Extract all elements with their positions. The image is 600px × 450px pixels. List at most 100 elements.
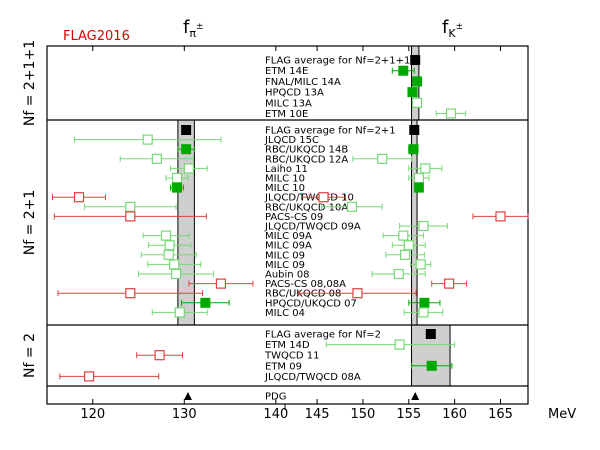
- entry-label: ETM 09: [265, 361, 302, 372]
- frame-outline: [46, 45, 529, 405]
- entry-label: ETM 10E: [265, 109, 308, 120]
- entry-label: RBC/UKQCD 10A: [265, 202, 348, 213]
- entry-label: Aubin 08: [265, 270, 310, 281]
- marker-K: [409, 125, 420, 135]
- marker-pi: [164, 240, 175, 251]
- entry-label: PACS-CS 08,08A: [265, 279, 346, 290]
- marker-K: [346, 201, 358, 212]
- marker-K: [418, 307, 429, 318]
- pdg-label: PDG: [265, 392, 286, 403]
- x-tick-label: 150: [351, 407, 376, 422]
- x-axis-unit: MeV: [548, 407, 576, 422]
- marker-K: [426, 360, 437, 371]
- marker-pi: [125, 211, 136, 222]
- marker-K: [377, 153, 388, 164]
- entry-label: ETM 14E: [265, 66, 308, 77]
- marker-pi: [125, 201, 136, 212]
- marker-pi: [215, 278, 227, 289]
- entry-label: HPQCD/UKQCD 07: [265, 298, 357, 309]
- marker-pi: [171, 172, 183, 184]
- x-tick-label: 140: [263, 407, 288, 422]
- marker-K: [394, 339, 405, 350]
- entry-label: MILC 09: [265, 250, 305, 261]
- marker-K: [407, 87, 418, 98]
- marker-K: [410, 55, 421, 65]
- marker-pi: [142, 134, 153, 145]
- entry-label: JLQCD/TWQCD 10: [264, 193, 354, 204]
- x-tick-label: 165: [488, 407, 513, 422]
- header-fK: fK±: [442, 17, 463, 40]
- entry-label: JLQCD 15C: [264, 135, 319, 146]
- marker-K: [398, 230, 409, 241]
- marker-K: [418, 220, 429, 232]
- marker-K: [420, 163, 431, 174]
- entry-label: FLAG average for Nf=2+1: [265, 126, 396, 137]
- plot-frame: [46, 45, 529, 410]
- pdg-marker-pi: [183, 392, 192, 400]
- marker-K: [412, 76, 423, 87]
- section-labels: Nf = 2+1+1 Nf = 2+1 Nf = 2: [22, 40, 38, 378]
- section-label: Nf = 2: [22, 333, 38, 378]
- marker-pi: [169, 259, 180, 270]
- marker-K: [408, 144, 419, 155]
- entry-label: HPQCD 13A: [265, 88, 324, 99]
- x-tick-label: 130: [172, 407, 197, 422]
- entry-label: MILC 13A: [265, 98, 312, 109]
- marker-K: [318, 192, 329, 203]
- entry-label: MILC 09A: [265, 241, 312, 252]
- entry-label: RBC/UKQCD 08: [265, 289, 341, 300]
- marker-K: [411, 97, 423, 108]
- marker-pi: [174, 307, 185, 318]
- marker-pi: [171, 182, 182, 193]
- x-tick-label: 160: [442, 407, 467, 422]
- chart-title: FLAG2016: [63, 29, 130, 44]
- marker-pi: [170, 268, 182, 280]
- marker-K: [419, 297, 430, 308]
- x-tick-label: 155: [396, 407, 421, 422]
- marker-pi: [84, 371, 95, 382]
- x-tick-label: 120: [80, 407, 105, 422]
- header-fpi: fπ±: [183, 17, 204, 40]
- section-label: Nf = 2+1+1: [22, 40, 38, 126]
- marker-pi: [163, 249, 174, 260]
- entry-label: JLQCD/TWQCD 08A: [264, 372, 361, 383]
- marker-pi: [181, 125, 192, 135]
- marker-pi: [183, 163, 194, 174]
- marker-K: [445, 108, 457, 119]
- entry-label: JLQCD/TWQCD 09A: [264, 222, 361, 233]
- entry-label: PACS-CS 09: [265, 212, 323, 223]
- entry-label: ETM 14D: [265, 340, 310, 351]
- marker-pi: [200, 297, 211, 308]
- entry-label: MILC 10: [265, 174, 305, 185]
- entry-label: Laiho 11: [265, 164, 308, 175]
- marker-pi: [73, 192, 85, 203]
- marker-pi: [125, 288, 136, 299]
- marker-K: [403, 240, 414, 251]
- marker-K: [495, 211, 506, 222]
- entry-label: MILC 09A: [265, 231, 312, 242]
- x-axis: 120 130 140 145 150 155 160 165: [80, 46, 513, 422]
- marker-K: [398, 65, 409, 76]
- marker-K: [425, 329, 436, 339]
- marker-pi: [151, 153, 162, 164]
- entry-label: TWQCD 11: [264, 351, 319, 362]
- pdg-marker-K: [411, 392, 420, 400]
- marker-K: [413, 172, 424, 184]
- marker-K: [352, 288, 363, 299]
- marker-pi: [154, 350, 165, 361]
- marker-K: [415, 259, 426, 270]
- marker-K: [393, 268, 404, 280]
- entry-label: MILC 10: [265, 183, 305, 194]
- entry-label: FNAL/MILC 14A: [265, 77, 341, 88]
- x-tick-label: 145: [305, 407, 330, 422]
- entry-label: MILC 04: [265, 308, 305, 319]
- section-label: Nf = 2+1: [22, 190, 38, 256]
- entry-label: FLAG average for Nf=2+1+1: [265, 56, 410, 67]
- entry-label: FLAG average for Nf=2: [265, 330, 381, 341]
- marker-K: [400, 249, 411, 260]
- entry-label: MILC 09: [265, 260, 305, 271]
- marker-K: [444, 278, 455, 289]
- entry-label: RBC/UKQCD 12A: [265, 154, 348, 165]
